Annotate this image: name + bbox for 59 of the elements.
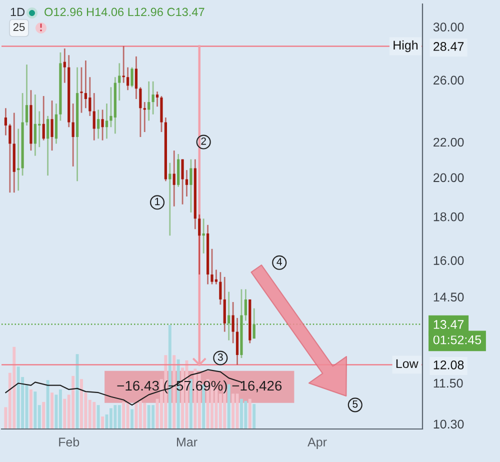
bar — [96, 405, 100, 429]
bar — [63, 398, 66, 429]
bar — [244, 400, 248, 429]
bar — [16, 366, 20, 429]
annotation: 5 — [352, 400, 358, 408]
text: 01:52:45 — [433, 335, 482, 344]
bar — [227, 384, 230, 429]
y-tick-label: 16.00 — [434, 256, 464, 265]
bar — [29, 389, 32, 429]
annotation: 2 — [201, 137, 206, 145]
bar — [232, 394, 235, 429]
annotation: 1 — [155, 198, 160, 206]
bar — [134, 403, 138, 429]
y-tick-label: 22.00 — [434, 138, 464, 147]
y-tick-label: 12.08 — [434, 360, 464, 370]
bar — [122, 402, 126, 429]
annotation: 25 — [13, 23, 25, 31]
bar — [147, 405, 150, 429]
y-tick-label: 14.50 — [434, 292, 464, 302]
x-tick-label: Mar — [177, 438, 198, 447]
bar — [12, 346, 16, 429]
y-tick-label: 28.47 — [434, 42, 464, 51]
y-tick-label: 13.47 — [434, 320, 464, 329]
ref-line-label: Low — [396, 359, 418, 368]
y-tick-label: 26.00 — [434, 76, 464, 85]
annotation: O12.96 H14.06 L12.96 C13.47 — [44, 8, 204, 16]
x-tick-label: Feb — [59, 437, 80, 447]
bar — [126, 403, 130, 429]
bar — [101, 416, 104, 429]
x-tick-label: Apr — [308, 438, 327, 449]
bar — [138, 400, 142, 429]
y-tick-label: 20.00 — [434, 173, 464, 182]
y-tick-label: 18.00 — [434, 212, 464, 222]
bar — [240, 398, 243, 429]
y-tick-label: 11.50 — [434, 378, 463, 388]
chart-title: 1D — [10, 8, 25, 16]
bar — [58, 389, 62, 429]
y-tick-label: 10.30 — [434, 420, 464, 429]
bar — [34, 392, 37, 429]
ref-line-label: High — [394, 40, 418, 52]
bar — [92, 402, 96, 429]
annotation: 3 — [218, 353, 223, 361]
bar — [109, 408, 112, 429]
bar — [252, 404, 256, 429]
bar — [50, 392, 54, 429]
bar — [218, 394, 222, 429]
bar — [143, 403, 146, 429]
bar — [130, 409, 134, 429]
bar — [42, 402, 46, 429]
bar — [114, 405, 117, 429]
annotation: 4 — [276, 258, 282, 266]
bar — [72, 376, 75, 429]
bar — [80, 379, 83, 429]
bar — [118, 405, 121, 429]
bar — [248, 398, 252, 429]
bar — [152, 405, 155, 429]
y-tick-label: 30.00 — [433, 22, 464, 32]
bar — [76, 354, 79, 429]
bar — [46, 380, 50, 429]
